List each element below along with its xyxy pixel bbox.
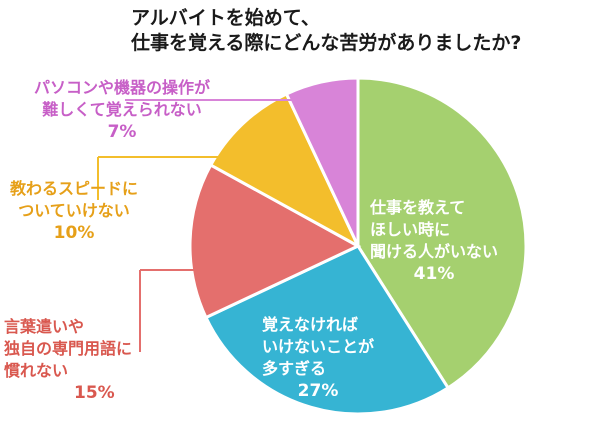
slice-label-4: パソコンや機器の操作が 難しくて覚えられない 7%	[34, 77, 210, 143]
slice-label-1-line-0: 覚えなければ	[262, 315, 359, 334]
chart-title-line-1: アルバイトを始めて、	[131, 7, 320, 29]
slice-label-3: 教わるスピードに ついていけない 10%	[10, 178, 138, 244]
pie-slice-4	[284, 76, 360, 247]
slice-label-2: 言葉遣いや独自の専門用語に 慣れない 15%	[4, 316, 132, 404]
leader-line-3	[97, 156, 232, 200]
slice-label-0: 仕事を教えて ほしい時に聞ける人がいない 41%	[370, 197, 498, 285]
slice-label-0-line-2: 聞ける人がいない	[370, 242, 499, 261]
pie-slice-1	[203, 244, 451, 416]
slice-label-1: 覚えなければ いけないことが 多すぎる 27%	[262, 314, 374, 402]
slice-label-1-line-2: 多すぎる	[262, 359, 327, 378]
pie-slice-3	[208, 91, 362, 250]
slice-value-label-1: 27%	[297, 381, 339, 401]
slice-label-2-line-1: 独自の専門用語に	[4, 339, 133, 358]
slice-label-4-line-0: パソコンや機器の操作が	[34, 78, 211, 97]
slice-label-2-line-0: 言葉遣いや	[4, 317, 85, 336]
slice-value-label-0: 41%	[413, 264, 455, 284]
slice-label-2-line-2: 慣れない	[4, 361, 69, 380]
pie-slice-2	[188, 163, 362, 320]
slice-value-label-3: 10%	[53, 223, 95, 243]
slice-label-0-line-0: 仕事を教えて	[370, 198, 466, 217]
leader-line-4	[125, 98, 323, 101]
chart-title-line-2: 仕事を覚える際にどんな苦労がありましたか?	[131, 32, 522, 54]
slice-label-0-line-1: ほしい時に	[370, 220, 451, 239]
slice-label-1-line-1: いけないことが	[262, 337, 375, 356]
slice-label-3-line-1: ついていけない	[18, 201, 130, 220]
slice-label-4-line-1: 難しくて覚えられない	[42, 100, 202, 119]
slice-value-label-2: 15%	[74, 383, 115, 403]
leader-line-2	[139, 269, 207, 352]
slice-value-label-4: 7%	[107, 122, 137, 142]
slice-label-3-line-0: 教わるスピードに	[10, 179, 139, 198]
